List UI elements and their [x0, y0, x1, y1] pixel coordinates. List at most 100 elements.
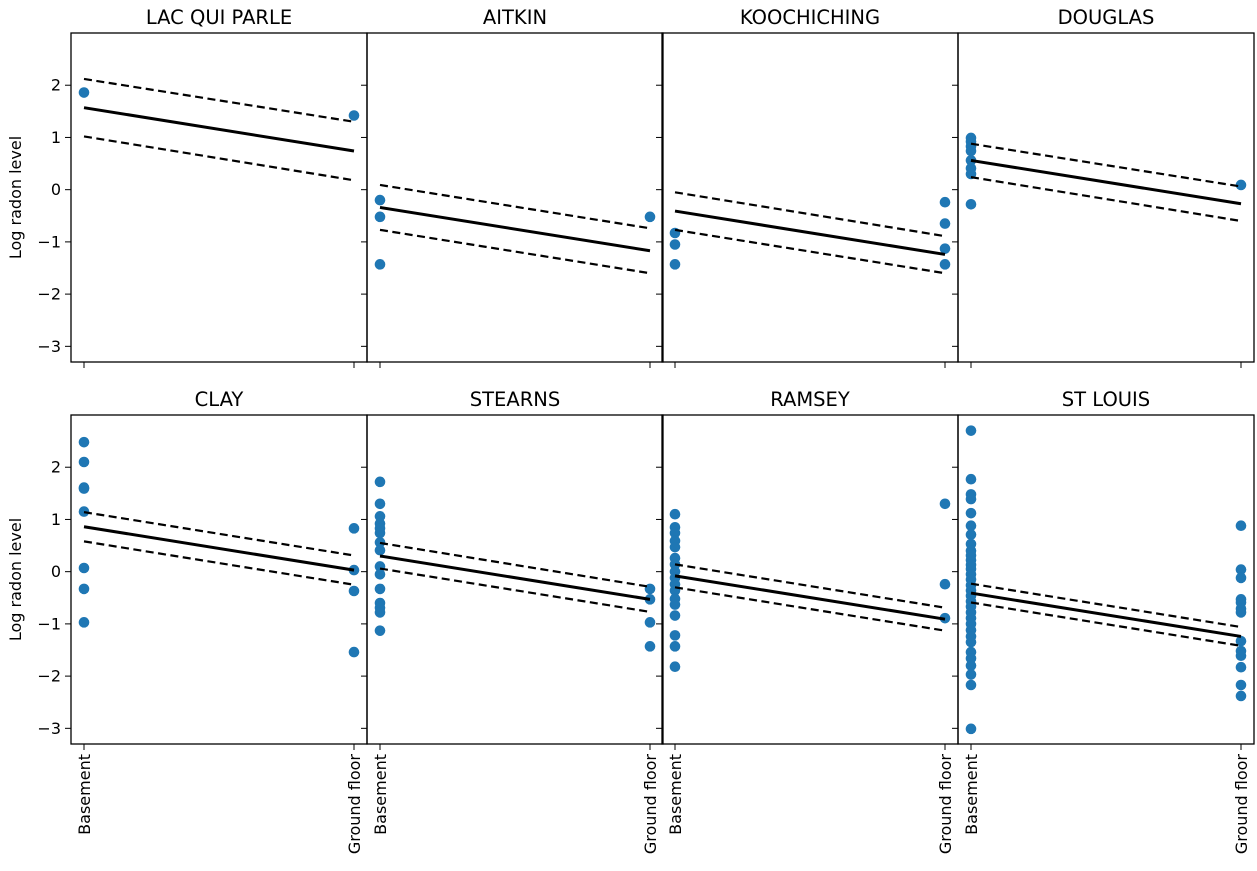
panel-frame	[957, 414, 1255, 745]
y-tick-label: 0	[51, 180, 61, 199]
data-point	[1235, 520, 1247, 532]
data-point	[374, 476, 386, 488]
data-point	[374, 607, 386, 618]
data-point	[965, 473, 977, 485]
data-point	[965, 145, 977, 157]
data-point	[1235, 607, 1247, 618]
fit-line	[83, 106, 355, 153]
fit-line	[379, 205, 651, 253]
upper-interval-line	[379, 183, 651, 230]
fit-line	[674, 209, 946, 256]
data-point	[965, 507, 977, 519]
data-point	[374, 537, 386, 548]
data-point	[78, 562, 90, 574]
x-tick-label: Ground floor	[936, 754, 955, 855]
data-point	[374, 194, 386, 206]
x-tick-label: Basement	[666, 754, 685, 835]
data-point	[1235, 661, 1247, 673]
data-point	[644, 211, 656, 223]
data-point	[939, 578, 951, 590]
panel-title: CLAY	[195, 388, 244, 411]
y-tick-label: −1	[37, 614, 61, 633]
fit-line	[83, 525, 355, 572]
data-point	[78, 87, 90, 98]
lower-interval-line	[970, 601, 1242, 647]
data-point	[669, 599, 681, 610]
upper-interval-line	[970, 582, 1242, 629]
panel-frame	[957, 32, 1255, 363]
y-tick-label: −1	[37, 232, 61, 251]
y-tick-label: 2	[51, 458, 61, 477]
data-point	[374, 544, 386, 556]
data-point	[1235, 179, 1247, 191]
x-tick-label: Ground floor	[345, 754, 364, 855]
data-point	[965, 198, 977, 210]
lower-interval-line	[674, 228, 946, 275]
data-point	[1235, 564, 1247, 575]
data-point	[669, 541, 681, 553]
data-point	[669, 239, 681, 250]
data-point	[939, 498, 951, 510]
upper-interval-line	[83, 77, 355, 123]
lower-interval-line	[83, 135, 355, 182]
y-tick-label: 2	[51, 76, 61, 95]
y-tick-label: 1	[51, 510, 61, 529]
panel-title: DOUGLAS	[1058, 6, 1155, 29]
data-point	[78, 617, 90, 628]
data-point	[965, 669, 977, 680]
data-point	[348, 110, 360, 121]
fit-line	[674, 574, 946, 621]
data-point	[374, 259, 386, 270]
data-point	[644, 617, 656, 628]
panel-title: RAMSEY	[770, 388, 850, 411]
data-point	[669, 227, 681, 239]
lower-interval-line	[379, 567, 651, 613]
panel-title: AITKIN	[483, 6, 547, 29]
data-point	[1235, 650, 1247, 662]
data-point	[348, 646, 360, 658]
upper-interval-line	[83, 511, 355, 557]
data-point	[1235, 690, 1247, 702]
y-tick-label: −2	[37, 285, 61, 304]
data-point	[669, 259, 681, 270]
data-point	[348, 585, 360, 597]
panel-title: ST LOUIS	[1062, 388, 1150, 411]
data-point	[78, 506, 90, 517]
data-point	[965, 493, 977, 505]
lower-interval-line	[379, 228, 651, 275]
data-point	[965, 425, 977, 436]
y-axis-label: Log radon level	[6, 136, 25, 259]
data-point	[374, 568, 386, 580]
data-point	[78, 583, 90, 595]
fit-line	[970, 158, 1242, 206]
x-tick-label: Basement	[75, 754, 94, 835]
data-point	[374, 527, 386, 539]
data-point	[669, 661, 681, 673]
data-point	[374, 211, 386, 223]
data-point	[1235, 572, 1247, 584]
y-tick-label: −3	[37, 719, 61, 738]
panel-frame	[70, 32, 368, 363]
upper-interval-line	[379, 541, 651, 588]
data-point	[669, 508, 681, 520]
data-point	[965, 660, 977, 671]
upper-interval-line	[674, 191, 946, 238]
data-point	[669, 527, 681, 539]
data-point	[374, 498, 386, 510]
y-tick-label: −2	[37, 667, 61, 686]
data-point	[348, 523, 360, 534]
data-point	[374, 583, 386, 595]
y-tick-label: 1	[51, 128, 61, 147]
upper-interval-line	[674, 563, 946, 609]
panel-frame	[366, 414, 664, 745]
lower-interval-line	[83, 540, 355, 586]
y-axis-label: Log radon level	[6, 518, 25, 641]
data-point	[78, 483, 90, 494]
data-point	[939, 196, 951, 208]
data-point	[78, 456, 90, 468]
data-point	[1235, 679, 1247, 691]
data-point	[939, 259, 951, 270]
data-point	[939, 243, 951, 254]
data-point	[1235, 635, 1247, 647]
